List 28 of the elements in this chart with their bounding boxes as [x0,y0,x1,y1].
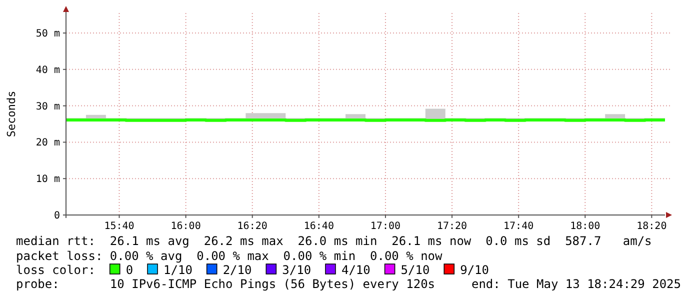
legend-label: 5/10 [400,263,430,277]
x-tick-label: 16:20 [237,221,268,232]
y-tick-label: 40 m [36,64,60,76]
x-tick-label: 17:40 [504,221,534,232]
y-axis-title: Seconds [5,90,18,138]
y-tick-label: 50 m [36,28,60,40]
x-tick-label: 18:20 [636,221,667,232]
y-tick-label: 10 m [36,174,60,186]
x-tick-label: 17:00 [370,221,401,232]
x-tick-label: 16:00 [170,221,201,232]
text: packet loss: 0.00 % avg 0.00 % max 0.00 % min 0.00 % now [16,249,444,263]
y-tick-label: 30 m [36,101,60,112]
legend-label: 1/10 [164,263,192,277]
legend-label: 3/10 [282,263,312,277]
legend-title: loss color: [16,263,96,277]
x-tick-label: 16:40 [304,221,334,232]
x-tick-label: 15:40 [104,221,134,232]
legend-label: 0 [126,263,134,277]
legend-label: 4/10 [341,263,370,277]
text: end: Tue May 13 18:24:29 2025 [471,277,681,291]
x-tick-label: 18:00 [570,221,600,232]
y-tick-label: 20 m [36,138,60,149]
legend-label: 2/10 [222,263,252,277]
text: probe: 10 IPv6-ICMP Echo Pings (56 Bytes) every 120s [16,277,436,291]
text: median rtt: 26.1 ms avg 26.2 ms max 26.0 ms min 26.1 ms now 0.0 ms sd 587.7 am/s [16,234,652,248]
y-tick-label: 0 [54,210,60,222]
legend-label: 9/10 [460,263,490,277]
x-tick-label: 17:20 [436,221,468,232]
